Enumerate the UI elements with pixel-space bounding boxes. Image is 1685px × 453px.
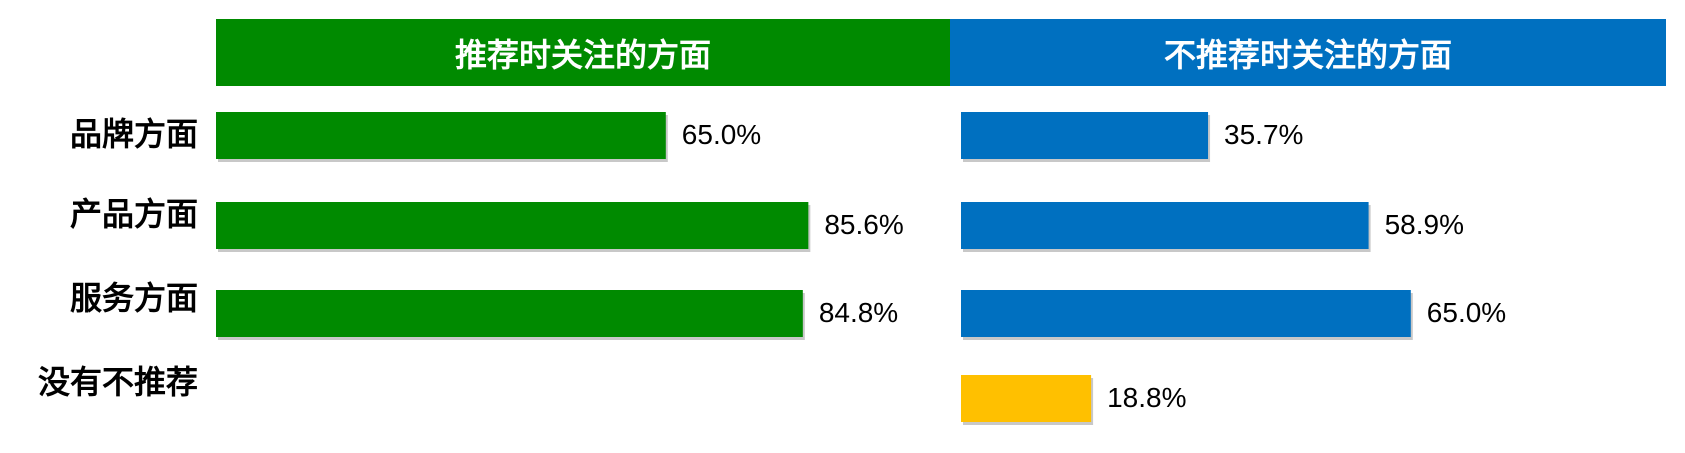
value-label-not-recommend-none: 18.8% [1107, 382, 1186, 413]
bar-not-recommend-none [961, 375, 1092, 422]
bar-recommend-product [216, 202, 809, 249]
value-label-recommend-service: 84.8% [819, 297, 898, 328]
bar-not-recommend-service [961, 290, 1411, 337]
header-recommend: 推荐时关注的方面 [216, 19, 950, 86]
bar-not-recommend-brand [961, 112, 1209, 159]
category-label-product: 产品方面 [69, 195, 198, 233]
bar-recommend-brand [216, 112, 666, 159]
value-label-recommend-brand: 65.0% [682, 119, 761, 150]
category-label-brand: 品牌方面 [69, 115, 198, 153]
header-not-recommend: 不推荐时关注的方面 [950, 19, 1666, 86]
value-label-not-recommend-product: 58.9% [1385, 209, 1464, 240]
value-label-not-recommend-service: 65.0% [1427, 297, 1506, 328]
category-label-none: 没有不推荐 [37, 363, 198, 401]
category-label-service: 服务方面 [69, 279, 198, 317]
value-label-recommend-product: 85.6% [824, 209, 903, 240]
bar-recommend-service [216, 290, 803, 337]
bar-not-recommend-product [961, 202, 1369, 249]
value-label-not-recommend-brand: 35.7% [1224, 119, 1303, 150]
